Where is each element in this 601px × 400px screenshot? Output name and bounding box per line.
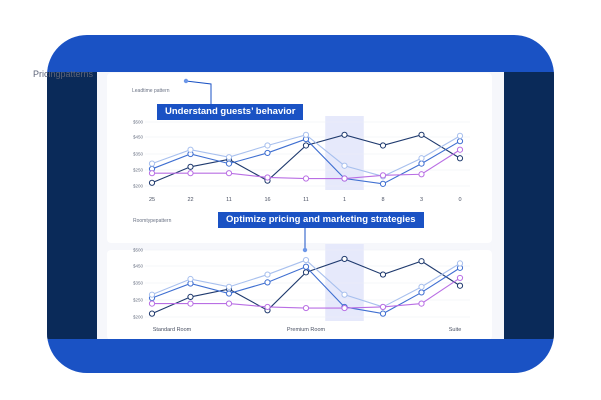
data-point (456, 138, 464, 145)
data-point (302, 263, 310, 270)
y-tick-label: $200 (133, 315, 144, 320)
data-point (187, 170, 194, 177)
y-tick-label: $250 (133, 168, 144, 173)
data-point (302, 256, 310, 264)
data-point (148, 300, 156, 307)
data-point (456, 260, 464, 267)
data-point (302, 304, 310, 312)
callout-connector-top (185, 80, 212, 104)
data-point (264, 303, 271, 311)
right-side-panel (504, 72, 554, 339)
data-point (418, 258, 425, 265)
y-tick-label: $250 (133, 298, 144, 303)
data-point (302, 131, 310, 138)
x-tick-label: Suite (449, 327, 462, 333)
data-point (264, 279, 271, 286)
data-point (418, 300, 425, 307)
data-point (264, 271, 271, 278)
data-point (418, 289, 425, 296)
data-point (456, 282, 464, 289)
left-side-panel (47, 72, 97, 339)
x-tick-label: 8 (381, 197, 384, 203)
data-point (456, 146, 464, 153)
data-point (187, 293, 194, 300)
data-point (302, 269, 310, 276)
leadtime-chart-subtitle: Leadtime pattern (132, 88, 170, 94)
data-point (148, 291, 156, 298)
callout-understand-guests: Understand guests’ behavior (157, 104, 304, 120)
data-point (225, 290, 233, 297)
data-point (225, 300, 233, 307)
x-tick-label: 11 (303, 197, 309, 203)
x-tick-label: 22 (187, 197, 193, 203)
data-point (341, 255, 348, 263)
data-point (187, 300, 194, 307)
callout-anchor-dot-top (183, 78, 189, 84)
data-point (418, 171, 425, 178)
y-tick-label: $500 (133, 120, 144, 125)
data-point (187, 146, 194, 153)
data-point (341, 304, 348, 312)
data-point (418, 155, 425, 162)
data-point (379, 142, 387, 149)
section-title: Pricingpatterns (33, 69, 94, 79)
y-tick-label: $500 (133, 248, 144, 253)
x-tick-label: 3 (420, 197, 423, 203)
data-point (379, 303, 387, 311)
x-tick-label: Premium Room (287, 327, 326, 333)
data-point (341, 175, 348, 182)
data-point (302, 175, 310, 182)
data-point (225, 160, 233, 167)
roomtype-chart-subtitle: Roomtypepattern (133, 218, 172, 224)
data-point (225, 154, 233, 161)
data-point (456, 155, 464, 162)
data-point (456, 132, 464, 139)
data-point (379, 310, 387, 317)
data-point (187, 163, 194, 170)
callout-anchor-dot-bottom (302, 247, 308, 253)
data-point (302, 142, 310, 149)
y-tick-label: $450 (133, 135, 144, 140)
y-tick-label: $450 (133, 264, 144, 269)
data-point (456, 274, 464, 282)
y-tick-label: $200 (133, 184, 144, 189)
data-point (379, 271, 387, 278)
x-tick-label: 25 (149, 197, 155, 203)
data-point (225, 283, 233, 290)
data-point (148, 160, 156, 167)
x-tick-label: 0 (458, 197, 461, 203)
x-tick-label: 1 (343, 197, 346, 203)
data-point (341, 131, 348, 138)
data-point (418, 131, 425, 138)
x-tick-label: 11 (226, 197, 232, 203)
data-point (148, 170, 156, 177)
x-tick-label: 16 (264, 197, 270, 203)
data-point (379, 180, 387, 187)
data-point (418, 283, 425, 290)
data-point (264, 174, 271, 181)
data-point (187, 275, 194, 283)
data-point (418, 160, 425, 167)
series-line (152, 277, 461, 309)
data-point (148, 310, 156, 317)
data-point (341, 162, 348, 169)
data-point (341, 291, 348, 298)
data-point (264, 142, 271, 149)
x-tick-label: Standard Room (153, 327, 192, 333)
data-point (264, 149, 271, 157)
data-point (379, 172, 387, 179)
y-tick-label: $350 (133, 152, 144, 157)
data-point (225, 170, 233, 177)
data-point (148, 179, 156, 186)
y-tick-label: $350 (133, 281, 144, 286)
callout-optimize-pricing: Optimize pricing and marketing strategie… (218, 212, 424, 228)
